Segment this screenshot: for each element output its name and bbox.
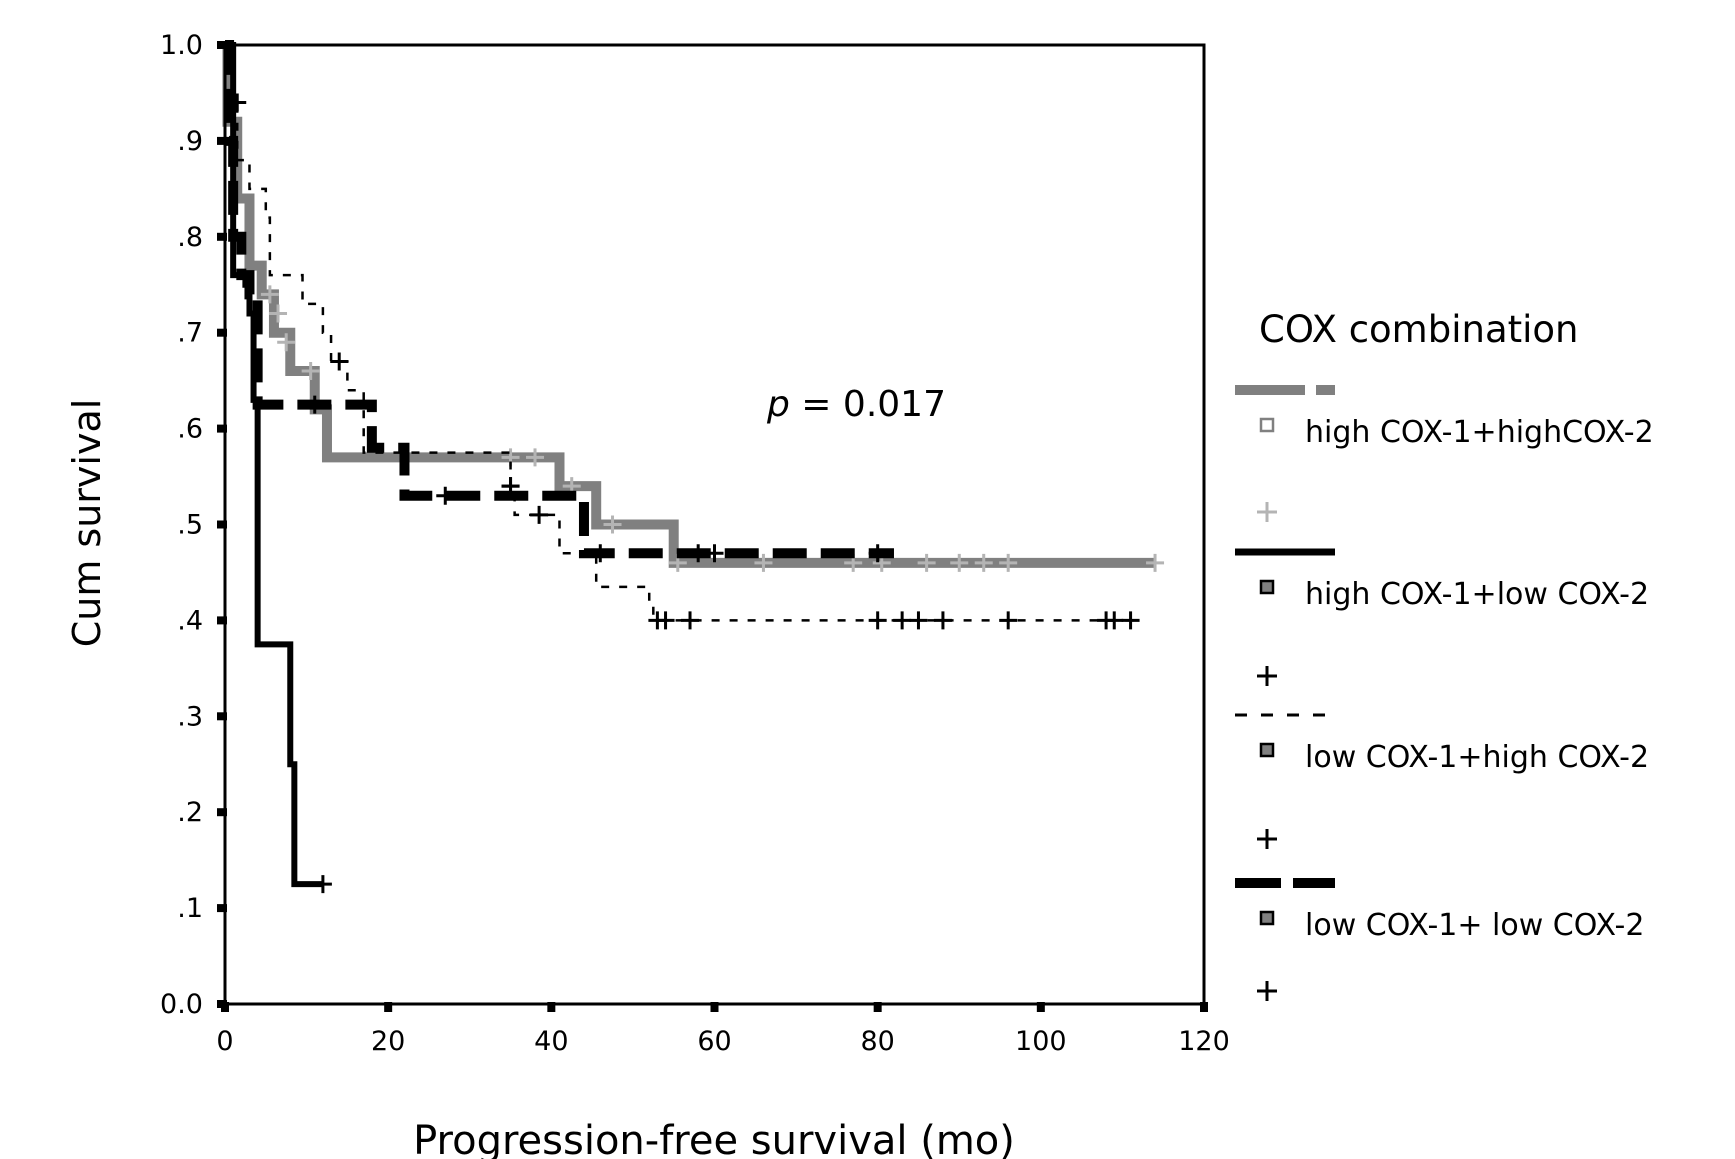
censor-mark bbox=[999, 553, 1018, 572]
censor-mark bbox=[436, 486, 455, 505]
censor-mark bbox=[301, 362, 320, 381]
censor-mark bbox=[1146, 553, 1165, 572]
censor-mark bbox=[526, 448, 545, 467]
y-tick bbox=[217, 520, 227, 529]
censor-mark bbox=[681, 611, 700, 630]
y-tick bbox=[217, 328, 227, 337]
censor-mark bbox=[893, 611, 912, 630]
legend-label-3: low COX-1+high COX-2 bbox=[1305, 740, 1649, 775]
censor-mark bbox=[330, 352, 349, 371]
p-symbol: p bbox=[766, 384, 790, 425]
legend-label-2: high COX-1+low COX-2 bbox=[1305, 577, 1649, 612]
legend-censor-icon bbox=[1257, 829, 1277, 849]
censor-mark bbox=[950, 553, 969, 572]
x-tick-label: 120 bbox=[1178, 1026, 1230, 1057]
y-axis-title: Cum survival bbox=[65, 399, 109, 648]
censor-mark bbox=[909, 611, 928, 630]
x-axis-title: Progression-free survival (mo) bbox=[413, 1118, 1015, 1159]
legend-square-icon bbox=[1259, 910, 1275, 926]
legend-title: COX combination bbox=[1259, 308, 1579, 351]
legend: high COX-1+highCOX-2 high COX-1+low COX-2… bbox=[1235, 385, 1654, 1001]
legend-square-icon bbox=[1259, 742, 1275, 758]
legend-label-4: low COX-1+ low COX-2 bbox=[1305, 908, 1644, 943]
x-tick bbox=[384, 1002, 393, 1012]
censor-mark bbox=[974, 553, 993, 572]
x-tick bbox=[710, 1002, 719, 1012]
censor-mark bbox=[999, 611, 1018, 630]
y-tick-label: .6 bbox=[177, 414, 203, 445]
censor-mark bbox=[269, 304, 288, 323]
legend-censor-icon bbox=[1257, 666, 1277, 686]
y-tick bbox=[217, 424, 227, 433]
censor-mark bbox=[313, 875, 332, 894]
censor-mark bbox=[933, 611, 952, 630]
x-tick bbox=[547, 1002, 556, 1012]
survival-curves bbox=[222, 40, 1165, 894]
censor-mark bbox=[260, 285, 279, 304]
legend-censor-icon bbox=[1257, 502, 1277, 522]
censor-mark bbox=[754, 553, 773, 572]
censor-mark bbox=[689, 544, 708, 563]
y-tick-label: 0.0 bbox=[160, 989, 203, 1020]
x-tick bbox=[1200, 1002, 1208, 1012]
censor-mark bbox=[868, 611, 887, 630]
x-tick bbox=[873, 1002, 882, 1012]
y-tick-label: .3 bbox=[177, 701, 203, 732]
y-tick bbox=[217, 808, 227, 817]
y-tick-label: .7 bbox=[177, 318, 203, 349]
x-tick-label: 0 bbox=[216, 1026, 233, 1057]
censor-mark bbox=[656, 611, 675, 630]
censor-mark bbox=[868, 544, 887, 563]
y-tick bbox=[217, 904, 227, 913]
p-value: = 0.017 bbox=[790, 384, 946, 425]
x-tick-label: 100 bbox=[1015, 1026, 1067, 1057]
y-tick-label: .2 bbox=[177, 797, 203, 828]
x-axis-ticks: 0 20 40 60 80 100 120 bbox=[216, 1002, 1230, 1057]
censor-mark bbox=[1121, 611, 1140, 630]
legend-square-icon bbox=[1259, 417, 1275, 433]
censor-mark bbox=[591, 544, 610, 563]
x-tick-label: 40 bbox=[534, 1026, 568, 1057]
legend-square-icon bbox=[1259, 579, 1275, 595]
censor-mark bbox=[917, 553, 936, 572]
censor-mark bbox=[530, 505, 549, 524]
plot-frame bbox=[223, 43, 1206, 1006]
censor-mark bbox=[501, 477, 520, 496]
y-tick-label: .9 bbox=[177, 126, 203, 157]
x-tick-label: 60 bbox=[697, 1026, 731, 1057]
survival-curve-1 bbox=[222, 40, 1156, 568]
censor-mark bbox=[277, 333, 296, 352]
y-tick-label: .4 bbox=[177, 605, 203, 636]
censor-mark bbox=[305, 395, 324, 414]
y-tick bbox=[217, 616, 227, 625]
x-tick bbox=[1036, 1002, 1045, 1012]
y-tick bbox=[217, 136, 227, 145]
y-tick-label: .5 bbox=[177, 510, 203, 541]
censor-mark bbox=[603, 515, 622, 534]
p-value-annotation: p = 0.017 bbox=[766, 384, 946, 425]
survival-curve-3 bbox=[225, 43, 1139, 622]
y-axis-ticks: 0.0 .1 .2 .3 .4 .5 .6 .7 .8 .9 1.0 bbox=[160, 30, 227, 1020]
y-tick-label: 1.0 bbox=[160, 30, 203, 61]
legend-label-1: high COX-1+highCOX-2 bbox=[1305, 415, 1654, 450]
legend-censor-icon bbox=[1257, 981, 1277, 1001]
censor-mark bbox=[1105, 611, 1124, 630]
y-tick bbox=[217, 712, 227, 721]
x-tick-label: 20 bbox=[371, 1026, 405, 1057]
y-tick-label: .1 bbox=[177, 893, 203, 924]
y-tick bbox=[217, 232, 227, 241]
x-tick bbox=[221, 1002, 229, 1012]
survival-curve-4 bbox=[224, 40, 894, 559]
y-tick-label: .8 bbox=[177, 222, 203, 253]
x-tick-label: 80 bbox=[860, 1026, 894, 1057]
y-tick bbox=[217, 41, 227, 49]
censor-mark bbox=[705, 544, 724, 563]
